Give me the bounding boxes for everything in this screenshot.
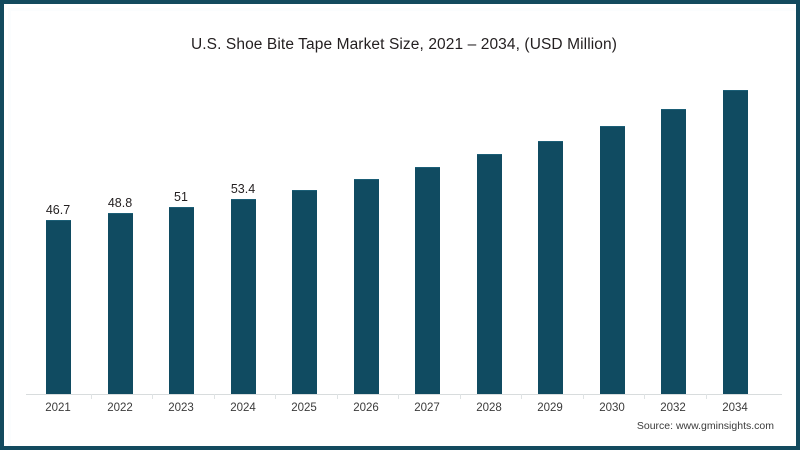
x-label-2021: 2021 [45, 402, 71, 414]
bar-value-2023: 51 [174, 190, 188, 204]
axis-tick [460, 394, 461, 399]
bar-2023[interactable] [169, 207, 194, 394]
bar-2022[interactable] [108, 213, 133, 394]
x-axis-line [26, 394, 782, 395]
x-label-2027: 2027 [414, 402, 440, 414]
bar-2026[interactable] [354, 179, 379, 394]
axis-tick [644, 394, 645, 399]
x-label-2028: 2028 [476, 402, 502, 414]
chart-title: U.S. Shoe Bite Tape Market Size, 2021 – … [190, 36, 618, 53]
x-label-2029: 2029 [537, 402, 563, 414]
axis-tick [91, 394, 92, 399]
source-attribution: Source: www.gminsights.com [636, 420, 774, 432]
axis-tick [583, 394, 584, 399]
axis-tick [214, 394, 215, 399]
bar-2025[interactable] [292, 190, 317, 394]
axis-tick [337, 394, 338, 399]
bar-value-2022: 48.8 [107, 196, 133, 210]
bar-value-2024: 53.4 [230, 182, 256, 196]
bar-value-2021: 46.7 [45, 203, 71, 217]
x-label-2024: 2024 [230, 402, 256, 414]
bar-2024[interactable] [231, 199, 256, 394]
bar-2032[interactable] [661, 109, 686, 394]
axis-tick [275, 394, 276, 399]
x-label-2034: 2034 [722, 402, 748, 414]
bar-2029[interactable] [538, 141, 563, 394]
bar-2034[interactable] [723, 90, 748, 394]
bar-2021[interactable] [46, 220, 71, 394]
axis-tick [521, 394, 522, 399]
axis-tick [706, 394, 707, 399]
x-label-2023: 2023 [168, 402, 194, 414]
x-label-2025: 2025 [291, 402, 317, 414]
x-label-2026: 2026 [353, 402, 379, 414]
plot-area: 46.7 48.8 51 53.4 2021 2022 2023 2024 20… [4, 4, 796, 446]
bar-2028[interactable] [477, 154, 502, 394]
bar-2030[interactable] [600, 126, 625, 394]
axis-tick [152, 394, 153, 399]
x-label-2022: 2022 [107, 402, 133, 414]
x-label-2032: 2032 [660, 402, 686, 414]
axis-tick [398, 394, 399, 399]
bar-2027[interactable] [415, 167, 440, 394]
x-label-2030: 2030 [599, 402, 625, 414]
